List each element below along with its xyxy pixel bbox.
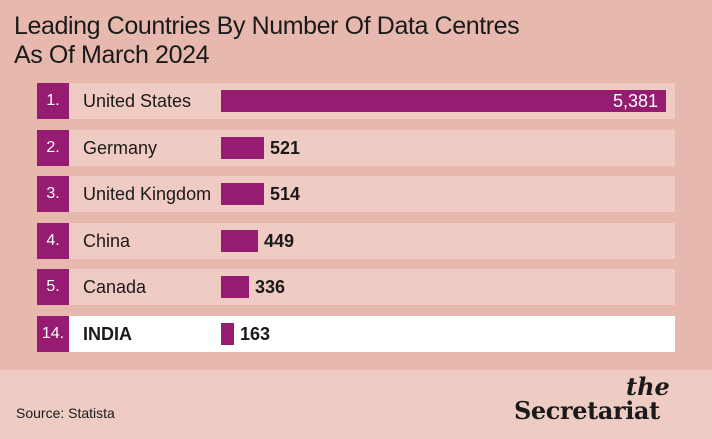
category-label: China — [83, 231, 131, 251]
category-label: INDIA — [83, 324, 132, 344]
bar-row: 5. Canada 336 — [37, 269, 675, 305]
bar — [221, 183, 264, 205]
data-label: 163 — [240, 324, 271, 344]
logo-secretariat: Secretariat — [514, 396, 660, 425]
rank-label: 5. — [37, 269, 69, 305]
bar-row: 4. China 449 — [37, 223, 675, 259]
data-label: 336 — [255, 277, 286, 297]
chart-title: Leading Countries By Number Of Data Cent… — [14, 12, 614, 70]
rank-label: 1. — [37, 83, 69, 119]
bar — [221, 230, 258, 252]
bar — [221, 137, 264, 159]
bar-row: 1. United States 5,381 — [37, 83, 675, 119]
chart-panel: Leading Countries By Number Of Data Cent… — [0, 0, 712, 370]
title-line-2: As Of March 2024 — [14, 41, 210, 69]
logo-the: the — [626, 372, 670, 401]
category-label: Germany — [83, 138, 158, 158]
category-label: United States — [83, 91, 192, 111]
category-label: United Kingdom — [83, 184, 212, 204]
rank-label: 2. — [37, 130, 69, 166]
title-line-1: Leading Countries By Number Of Data Cent… — [14, 12, 520, 40]
rank-label: 14. — [37, 316, 69, 352]
data-label: 521 — [270, 138, 301, 158]
bar — [221, 90, 666, 112]
data-label: 5,381 — [612, 91, 658, 111]
bar — [221, 276, 249, 298]
rank-label: 4. — [37, 223, 69, 259]
bar-row: 3. United Kingdom 514 — [37, 176, 675, 212]
bar-row: 2. Germany 521 — [37, 130, 675, 166]
rank-label: 3. — [37, 176, 69, 212]
data-label: 514 — [270, 184, 301, 204]
source-note: Source: Statista — [16, 405, 115, 421]
data-label: 449 — [264, 231, 295, 251]
bar — [221, 323, 234, 345]
category-label: Canada — [83, 277, 147, 297]
bar-row: 14. INDIA 163 — [37, 316, 675, 352]
